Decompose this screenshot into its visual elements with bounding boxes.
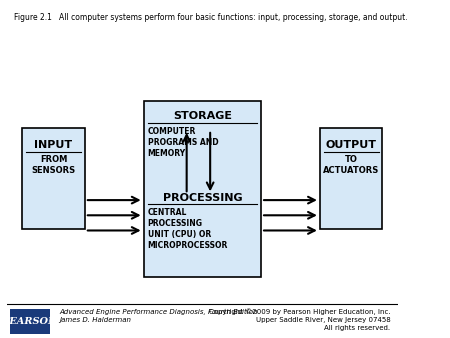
Text: FROM
SENSORS: FROM SENSORS: [32, 155, 76, 175]
FancyBboxPatch shape: [22, 128, 85, 230]
Text: Copyright ©2009 by Pearson Higher Education, Inc.
Upper Saddle River, New Jersey: Copyright ©2009 by Pearson Higher Educat…: [209, 309, 390, 332]
Text: COMPUTER
PROGRAMS AND
MEMORY: COMPUTER PROGRAMS AND MEMORY: [148, 126, 218, 158]
Text: PROCESSING: PROCESSING: [162, 193, 242, 202]
Text: INPUT: INPUT: [35, 140, 72, 150]
FancyBboxPatch shape: [144, 101, 261, 277]
FancyBboxPatch shape: [10, 309, 50, 334]
Text: OUTPUT: OUTPUT: [326, 140, 377, 150]
Text: Figure 2.1   All computer systems perform four basic functions: input, processin: Figure 2.1 All computer systems perform …: [14, 14, 408, 23]
Text: CENTRAL
PROCESSING
UNIT (CPU) OR
MICROPROCESSOR: CENTRAL PROCESSING UNIT (CPU) OR MICROPR…: [148, 208, 228, 250]
Text: PEARSON: PEARSON: [3, 317, 58, 326]
Text: STORAGE: STORAGE: [173, 111, 232, 121]
Text: Advanced Engine Performance Diagnosis, Fourth Edition
James D. Halderman: Advanced Engine Performance Diagnosis, F…: [59, 309, 258, 323]
FancyBboxPatch shape: [320, 128, 382, 230]
Text: TO
ACTUATORS: TO ACTUATORS: [323, 155, 379, 175]
